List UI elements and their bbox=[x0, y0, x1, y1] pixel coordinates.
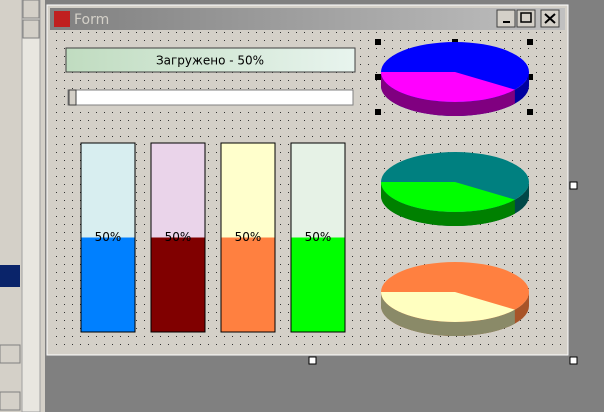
dropdown[interactable] bbox=[0, 391, 21, 411]
minimize-icon bbox=[503, 21, 510, 23]
scrollbar[interactable] bbox=[21, 0, 41, 412]
pie-wedge bbox=[381, 292, 515, 322]
resize-handle bbox=[308, 356, 317, 365]
selection-handle bbox=[375, 109, 381, 115]
app-icon bbox=[54, 11, 70, 27]
scroll-up[interactable] bbox=[22, 0, 40, 19]
pie-wedge bbox=[381, 182, 515, 212]
close-icon bbox=[544, 13, 556, 24]
selection-handle bbox=[375, 39, 381, 45]
selection-handle bbox=[527, 109, 533, 115]
selection-handle bbox=[375, 74, 381, 80]
gauge-fill bbox=[81, 237, 135, 332]
trackbar[interactable] bbox=[67, 89, 354, 106]
resize-handle bbox=[569, 356, 578, 365]
gauge-label: 50% bbox=[305, 230, 332, 244]
pie-part-side bbox=[381, 182, 515, 226]
gauge-label: 50% bbox=[165, 230, 192, 244]
resize-handle bbox=[569, 181, 578, 190]
selection-handle bbox=[527, 39, 533, 45]
gauge-frame bbox=[80, 142, 136, 333]
gauge-frame bbox=[220, 142, 276, 333]
dropdown[interactable] bbox=[0, 344, 21, 364]
title-bar bbox=[50, 8, 565, 30]
pie-wedge bbox=[381, 72, 515, 103]
window-buttons bbox=[496, 9, 560, 28]
selected-row bbox=[0, 265, 20, 287]
window-title: Form bbox=[74, 12, 109, 28]
progress-label: Загружено - 50% bbox=[156, 54, 264, 68]
scroll-thumb[interactable] bbox=[22, 19, 40, 39]
gauge-label: 50% bbox=[235, 230, 262, 244]
pie-part-side bbox=[381, 72, 515, 116]
minimize-button[interactable] bbox=[496, 9, 516, 28]
gauge-fill bbox=[291, 237, 345, 332]
gauge-fill bbox=[221, 237, 275, 332]
trackbar-thumb[interactable] bbox=[68, 89, 77, 106]
gauge-label: 50% bbox=[95, 230, 122, 244]
gauge-frame bbox=[290, 142, 346, 333]
pie-part-side bbox=[381, 292, 515, 336]
maximize-icon bbox=[520, 12, 532, 23]
selection-handle bbox=[527, 74, 533, 80]
progress-bar bbox=[65, 47, 356, 73]
gauge-fill bbox=[151, 237, 205, 332]
gauge-frame bbox=[150, 142, 206, 333]
